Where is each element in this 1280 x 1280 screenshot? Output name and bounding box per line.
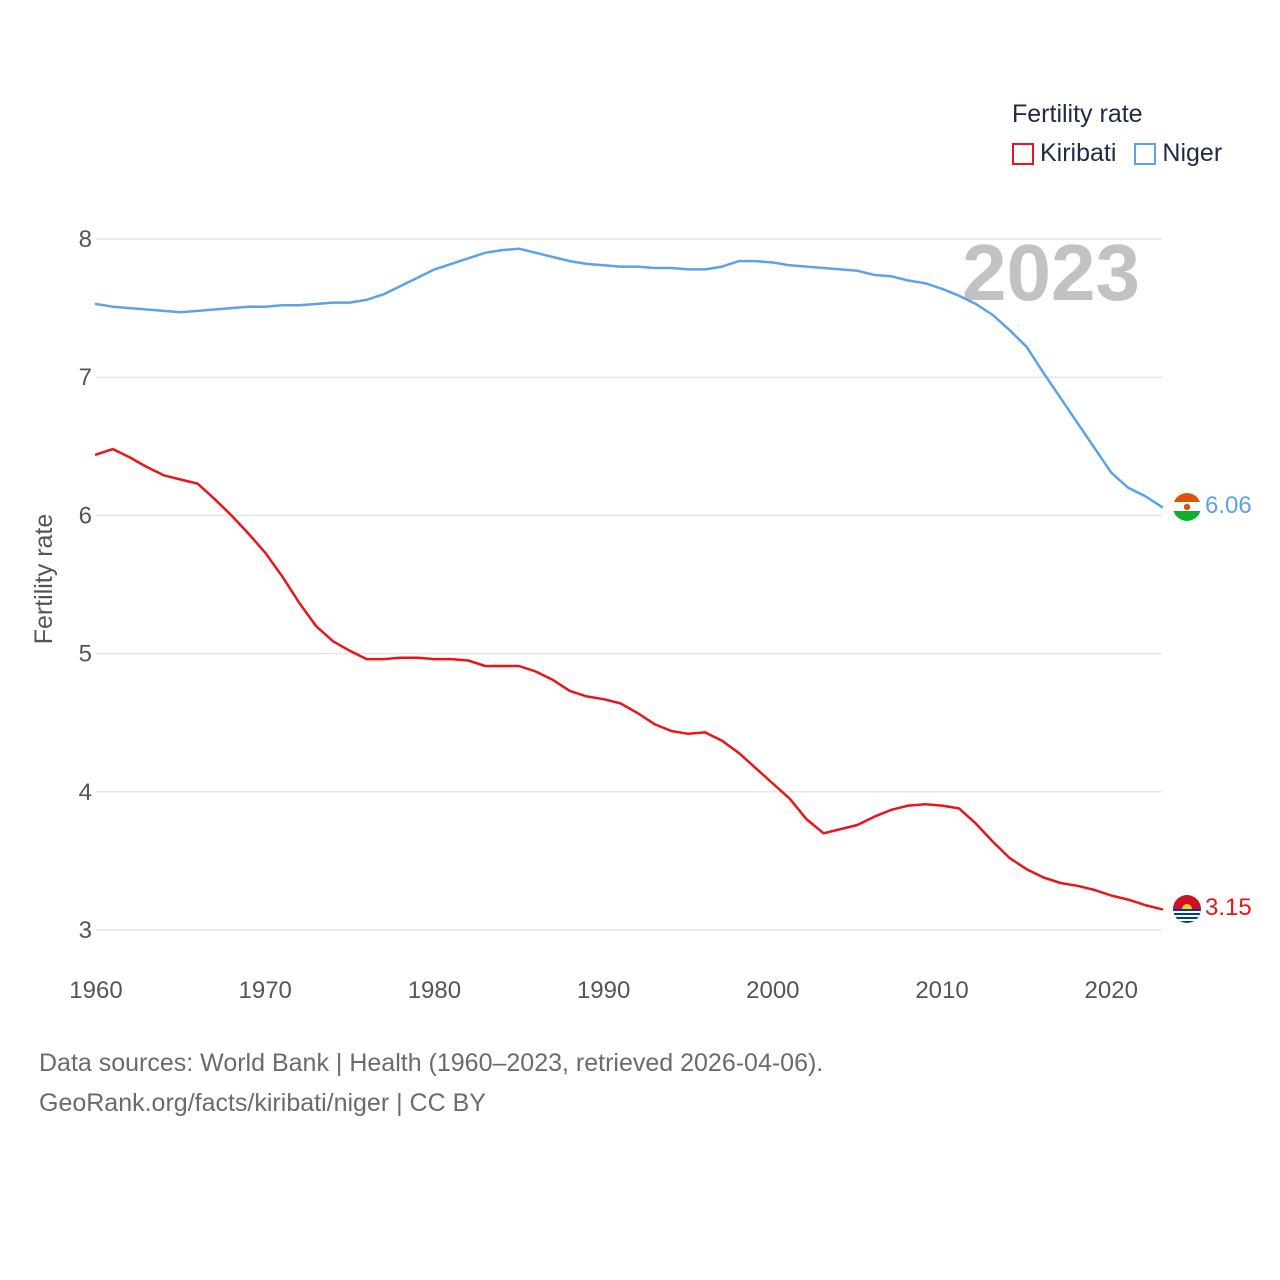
kiribati-end-value: 3.15: [1205, 894, 1252, 921]
y-tick-8: 8: [79, 226, 92, 253]
footer: Data sources: World Bank | Health (1960–…: [39, 1043, 823, 1123]
legend-title: Fertility rate: [1012, 100, 1143, 128]
legend-swatch-kiribati: [1012, 142, 1034, 165]
attribution-text: GeoRank.org/facts/kiribati/niger | CC BY: [39, 1089, 486, 1117]
legend-item-niger[interactable]: Niger: [1134, 139, 1222, 168]
x-tick-1980: 1980: [408, 977, 461, 1004]
y-tick-6: 6: [79, 502, 92, 529]
year-label: 2023: [962, 228, 1140, 317]
legend: Fertility rate Kiribati Niger: [1012, 100, 1222, 168]
x-tick-2020: 2020: [1085, 977, 1138, 1004]
series-lines: [94, 247, 1164, 911]
legend-swatch-niger: [1134, 142, 1157, 165]
legend-label-kiribati: Kiribati: [1040, 139, 1117, 167]
y-tick-4: 4: [79, 779, 92, 806]
x-tick-1960: 1960: [69, 977, 122, 1004]
y-tick-5: 5: [79, 641, 92, 668]
niger-end-value: 6.06: [1205, 492, 1252, 519]
x-axis-ticks: 1960 1970 1980 1990 2000 2010 2020: [69, 977, 1138, 1004]
y-axis-label: Fertility rate: [30, 514, 58, 645]
y-axis-ticks: 3 4 5 6 7 8: [79, 226, 92, 944]
legend-item-kiribati[interactable]: Kiribati: [1012, 139, 1116, 168]
x-tick-2000: 2000: [746, 977, 799, 1004]
niger-flag-icon: [1173, 493, 1201, 521]
legend-label-niger: Niger: [1162, 139, 1223, 167]
series-line-kiribati: [94, 447, 1164, 911]
y-tick-3: 3: [79, 917, 92, 944]
grid-lines: [96, 238, 1162, 931]
kiribati-flag-icon: [1173, 895, 1201, 923]
x-tick-1990: 1990: [577, 977, 630, 1004]
x-tick-1970: 1970: [239, 977, 292, 1004]
series-line-niger: [94, 247, 1164, 509]
x-tick-2010: 2010: [915, 977, 968, 1004]
y-tick-7: 7: [79, 364, 92, 391]
data-source-text: Data sources: World Bank | Health (1960–…: [39, 1049, 824, 1077]
